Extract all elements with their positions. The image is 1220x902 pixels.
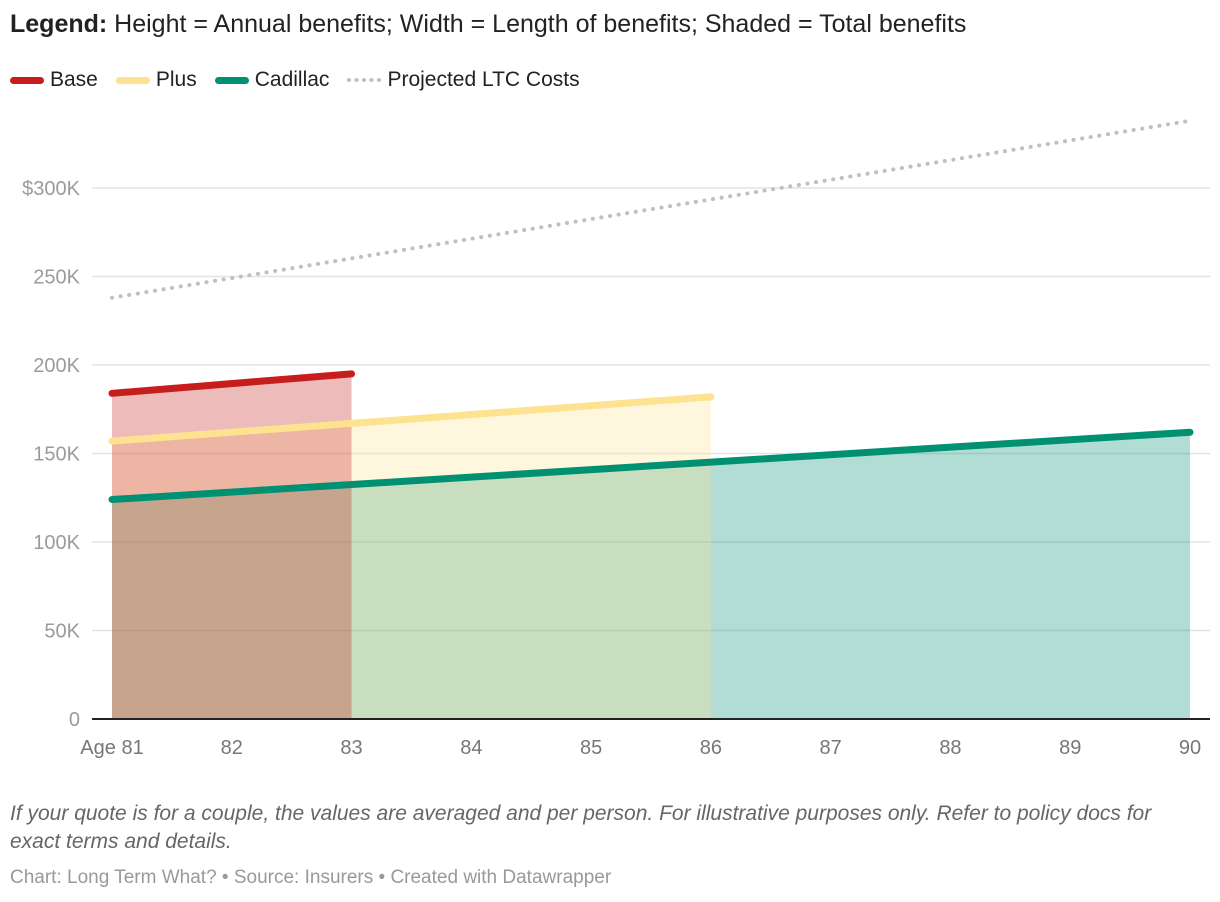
line-projected-ltc-costs xyxy=(110,118,1192,300)
x-tick-label: 89 xyxy=(1059,737,1081,759)
legend-swatch xyxy=(214,76,249,84)
y-tick-label: 50K xyxy=(44,621,80,643)
y-tick-label: 0 xyxy=(69,709,80,731)
y-tick-label: 200K xyxy=(33,355,80,377)
footnote: If your quote is for a couple, the value… xyxy=(10,802,1152,853)
legend-label: Base xyxy=(50,68,98,91)
x-tick-label: 86 xyxy=(700,737,722,759)
area-cadillac xyxy=(112,432,1190,719)
y-tick-label: 150K xyxy=(33,444,80,466)
legend-label: Projected LTC Costs xyxy=(387,68,580,91)
legend-item-base: Base xyxy=(10,68,98,92)
x-tick-label: 87 xyxy=(820,737,842,759)
y-tick-label: 250K xyxy=(33,267,80,289)
title-bold: Legend: xyxy=(10,10,108,38)
legend: Base Plus Cadillac Projected LTC Costs xyxy=(10,68,580,92)
legend-swatch xyxy=(347,78,382,82)
line-cadillac xyxy=(108,428,1194,504)
x-tick-label: 85 xyxy=(580,737,602,759)
y-tick-label: $300K xyxy=(22,178,80,200)
x-tick-label: 82 xyxy=(221,737,243,759)
legend-label: Cadillac xyxy=(254,68,330,91)
x-tick-label: 90 xyxy=(1179,737,1201,759)
x-tick-label: Age 81 xyxy=(80,737,143,759)
legend-swatch xyxy=(10,76,44,84)
legend-item-plus: Plus xyxy=(115,68,197,92)
x-tick-label: 88 xyxy=(939,737,961,759)
legend-label: Plus xyxy=(155,68,197,91)
legend-swatch xyxy=(115,76,150,84)
credit-line: Chart: Long Term What? • Source: Insurer… xyxy=(10,867,612,888)
y-tick-label: 100K xyxy=(33,532,80,554)
legend-item-projected-ltc-costs: Projected LTC Costs xyxy=(347,68,580,92)
area-base xyxy=(112,373,352,719)
chart-title: Legend: Height = Annual benefits; Width … xyxy=(10,10,966,39)
area-plus xyxy=(112,396,711,719)
line-base xyxy=(108,370,356,397)
legend-item-cadillac: Cadillac xyxy=(214,68,330,92)
x-tick-label: 83 xyxy=(340,737,362,759)
line-plus xyxy=(108,393,715,445)
x-tick-label: 84 xyxy=(460,737,482,759)
title-text: Height = Annual benefits; Width = Length… xyxy=(114,10,967,38)
